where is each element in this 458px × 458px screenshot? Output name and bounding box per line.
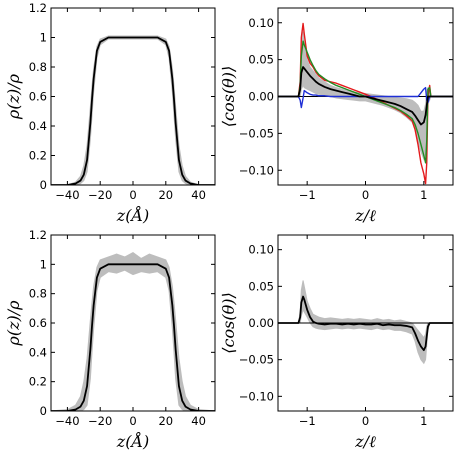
y-tick-label: 1.2 <box>29 1 47 15</box>
x-tick-label: −40 <box>55 414 79 428</box>
x-tick-label: 20 <box>158 188 173 202</box>
panel-bottom-right: −1 0 1 −0.10 −0.05 0.00 0.05 0.10 z/ℓ ⟨cos(θ)⟩ <box>219 234 454 451</box>
x-tick-label: −40 <box>55 188 79 202</box>
x-tick-label: 0 <box>362 414 369 428</box>
x-tick-label: 1 <box>420 414 427 428</box>
y-tick-label: 1 <box>40 31 47 45</box>
y-tick-label: 0.6 <box>29 316 47 330</box>
x-tick-label: 40 <box>191 188 206 202</box>
x-axis-label: z(Å) <box>116 205 149 225</box>
y-tick-label: −0.10 <box>239 389 274 403</box>
uncertainty-band <box>278 280 453 365</box>
series-line-red <box>278 22 453 185</box>
plot-area <box>278 280 453 365</box>
y-tick-label: 0.6 <box>29 90 47 104</box>
y-tick-label: 0.4 <box>29 345 47 359</box>
y-axis-label: ρ(z)/ρ <box>4 300 23 347</box>
panel-top-left: −40 −20 0 20 40 0 0.2 0.4 0.6 0.8 1 1.2 z(Å) ρ(z)/ρ <box>4 1 216 225</box>
x-tick-label: 0 <box>362 188 369 202</box>
y-tick-label: 0.8 <box>29 287 47 301</box>
plot-area <box>51 252 215 411</box>
x-axis-label: z(Å) <box>116 431 149 451</box>
y-axis-label: ⟨cos(θ)⟩ <box>219 292 238 353</box>
y-axis-label: ρ(z)/ρ <box>4 73 23 120</box>
axes-frame <box>50 7 216 186</box>
series-line-mean <box>51 36 215 185</box>
y-tick-label: 0 <box>40 404 47 418</box>
x-tick-label: −1 <box>299 188 316 202</box>
x-axis-label: z/ℓ <box>354 206 376 225</box>
x-tick-label: 0 <box>129 414 136 428</box>
y-tick-label: 0.2 <box>29 375 47 389</box>
y-tick-label: 1 <box>40 257 47 271</box>
x-tick-label: 0 <box>129 188 136 202</box>
y-tick-label: 0.00 <box>248 90 274 104</box>
panel-bottom-left: −40 −20 0 20 40 0 0.2 0.4 0.6 0.8 1 1.2 z(Å) ρ(z)/ρ <box>4 228 216 451</box>
y-tick-label: −0.10 <box>239 163 274 177</box>
x-tick-label: −20 <box>88 188 112 202</box>
y-tick-label: 0.05 <box>248 279 274 293</box>
y-tick-label: 0.00 <box>248 316 274 330</box>
series-line-mean <box>278 295 453 352</box>
y-tick-label: −0.05 <box>239 126 274 140</box>
y-tick-label: 0.2 <box>29 149 47 163</box>
y-tick-label: 0.8 <box>29 60 47 74</box>
panel-top-right: −1 0 1 −0.10 −0.05 0.00 0.05 0.10 z/ℓ ⟨cos(θ)⟩ <box>219 7 454 225</box>
x-tick-label: 20 <box>158 414 173 428</box>
uncertainty-band <box>51 252 215 411</box>
y-tick-label: 0.10 <box>248 16 274 30</box>
y-tick-label: 0 <box>40 178 47 192</box>
y-tick-label: −0.05 <box>239 353 274 367</box>
x-tick-label: −20 <box>88 414 112 428</box>
x-tick-label: 1 <box>420 188 427 202</box>
y-tick-label: 1.2 <box>29 228 47 242</box>
series-line-mean <box>51 263 215 411</box>
x-axis-label: z/ℓ <box>354 432 376 451</box>
series-line-mean <box>278 66 453 126</box>
uncertainty-band <box>51 35 215 185</box>
y-tick-label: 0.05 <box>248 53 274 67</box>
y-axis-label: ⟨cos(θ)⟩ <box>219 66 238 127</box>
x-tick-label: 40 <box>191 414 206 428</box>
x-tick-label: −1 <box>299 414 316 428</box>
plot-area <box>278 22 453 185</box>
y-tick-label: 0.10 <box>248 243 274 257</box>
plot-area <box>51 35 215 185</box>
y-tick-label: 0.4 <box>29 119 47 133</box>
